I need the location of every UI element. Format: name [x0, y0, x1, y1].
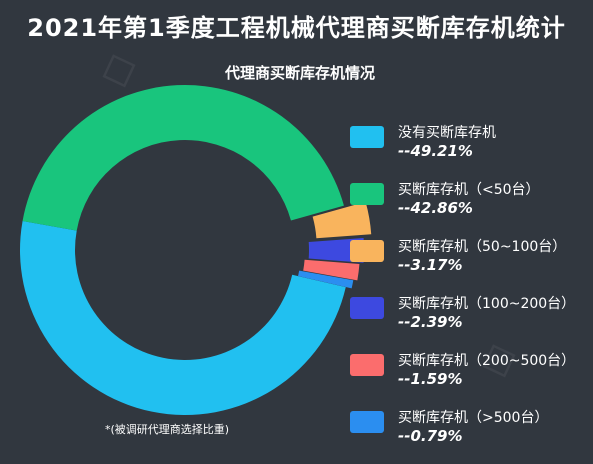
- chart-legend: 没有买断库存机 --49.21% 买断库存机（<50台） --42.86% 买断库存机（…: [350, 122, 590, 464]
- legend-value: --0.79%: [398, 427, 463, 445]
- legend-value: --1.59%: [398, 370, 463, 388]
- legend-swatch: [350, 297, 384, 319]
- chart-footnote: *(被调研代理商选择比重): [105, 423, 230, 436]
- chart-title: 2021年第1季度工程机械代理商买断库存机统计: [27, 14, 566, 42]
- legend-label: 买断库存机（200~500台）: [398, 353, 576, 369]
- legend-swatch: [350, 411, 384, 433]
- legend-label: 买断库存机（50~100台）: [398, 239, 567, 255]
- donut-slice-0: [20, 220, 346, 415]
- legend-item: 买断库存机（>500台） --0.79%: [350, 407, 590, 464]
- donut-slice-4: [303, 259, 360, 281]
- legend-label: 买断库存机（100~200台）: [398, 296, 576, 312]
- legend-item: 买断库存机（100~200台） --2.39%: [350, 293, 590, 350]
- legend-swatch: [350, 183, 384, 205]
- legend-label: 买断库存机（<50台）: [398, 182, 540, 198]
- legend-swatch: [350, 126, 384, 148]
- donut-slice-2: [312, 201, 372, 239]
- legend-swatch: [350, 354, 384, 376]
- donut-slice-5: [298, 270, 354, 289]
- donut-slice-1: [22, 85, 344, 231]
- legend-label: 没有买断库存机: [398, 125, 496, 141]
- legend-value: --42.86%: [398, 199, 473, 217]
- legend-label: 买断库存机（>500台）: [398, 410, 549, 426]
- legend-item: 没有买断库存机 --49.21%: [350, 122, 590, 179]
- legend-item: 买断库存机（<50台） --42.86%: [350, 179, 590, 236]
- legend-item: 买断库存机（200~500台） --1.59%: [350, 350, 590, 407]
- legend-value: --3.17%: [398, 256, 463, 274]
- chart-subtitle: 代理商买断库存机情况: [224, 64, 375, 82]
- legend-swatch: [350, 240, 384, 262]
- legend-item: 买断库存机（50~100台） --3.17%: [350, 236, 590, 293]
- legend-value: --2.39%: [398, 313, 463, 331]
- legend-value: --49.21%: [398, 142, 473, 160]
